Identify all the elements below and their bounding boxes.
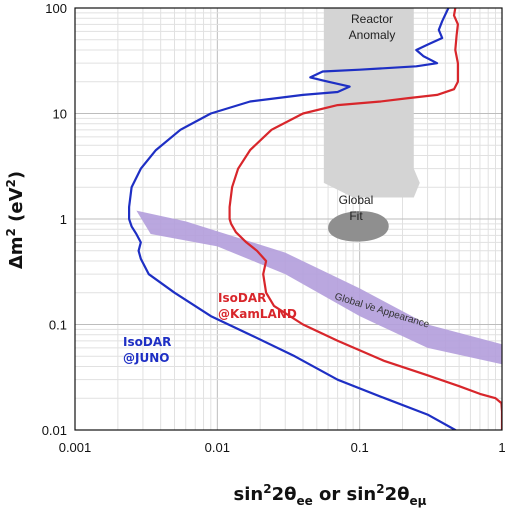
x-axis-title: sin22θee or sin22θeμ: [234, 482, 427, 508]
y-tick-label: 100: [45, 1, 67, 16]
series-isodar-juno: [128, 8, 457, 430]
reactor-anomaly-label-line2: Anomaly: [349, 28, 396, 42]
global-appearance-band: [136, 210, 502, 365]
x-tick-label: 0.001: [59, 440, 92, 455]
series-curves: [128, 8, 502, 430]
isodar-kamland-label-line2: @KamLAND: [218, 307, 297, 321]
grid: [74, 8, 502, 431]
y-tick-label: 0.01: [42, 423, 67, 438]
global-fit-region: [328, 211, 389, 242]
shaded-regions: [136, 8, 502, 365]
series-isodar-kamland: [228, 8, 502, 430]
tick-labels: 0.001 0.01 0.1 1 0.01 0.1 1 10 100: [42, 1, 505, 455]
x-tick-label: 0.1: [351, 440, 369, 455]
plot-frame: [74, 7, 503, 431]
y-tick-label: 10: [53, 107, 67, 122]
global-fit-label-line2: Fit: [349, 209, 363, 223]
isodar-kamland-label-line1: IsoDAR: [218, 291, 266, 305]
global-fit-label-line1: Global: [339, 193, 374, 207]
y-axis-title: Δm2 (eV2): [4, 171, 27, 269]
y-tick-label: 1: [60, 212, 67, 227]
reactor-anomaly-label-line1: Reactor: [351, 12, 393, 26]
isodar-juno-label-line1: IsoDAR: [123, 335, 171, 349]
x-tick-label: 1: [498, 440, 505, 455]
isodar-juno-label-line2: @JUNO: [123, 351, 169, 365]
y-tick-label: 0.1: [49, 318, 67, 333]
x-tick-label: 0.01: [205, 440, 230, 455]
